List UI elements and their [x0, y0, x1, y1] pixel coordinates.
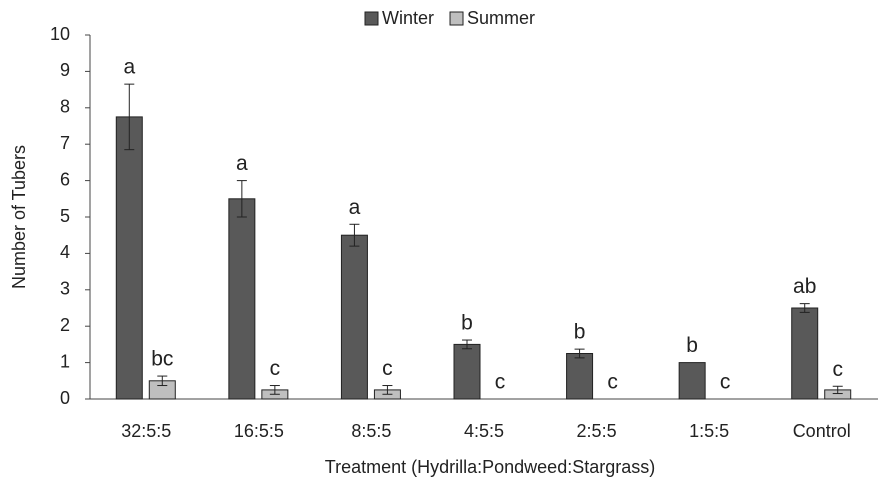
legend-label: Summer — [467, 8, 535, 28]
significance-letter: a — [349, 196, 361, 219]
y-tick-label: 5 — [60, 206, 70, 226]
significance-letter: a — [123, 56, 135, 79]
bar — [678, 362, 706, 400]
y-tick-label: 10 — [50, 24, 70, 44]
bar — [791, 307, 819, 400]
x-tick-label: 2:5:5 — [577, 421, 617, 441]
significance-letter: c — [720, 371, 731, 394]
significance-letter: b — [574, 321, 586, 344]
bar — [340, 234, 368, 400]
y-tick-label: 6 — [60, 169, 70, 189]
y-tick-label: 4 — [60, 242, 70, 262]
legend-swatch — [364, 11, 379, 26]
significance-letter: c — [270, 357, 281, 380]
y-tick-label: 7 — [60, 133, 70, 153]
y-axis-label: Number of Tubers — [9, 145, 29, 289]
y-tick-label: 2 — [60, 315, 70, 335]
bar — [115, 116, 143, 400]
x-tick-label: Control — [793, 421, 851, 441]
legend-label: Winter — [382, 8, 434, 28]
significance-letter: c — [382, 357, 393, 380]
y-tick-label: 9 — [60, 60, 70, 80]
legend-swatch — [449, 11, 464, 26]
x-tick-label: 32:5:5 — [121, 421, 171, 441]
significance-letter: b — [461, 312, 473, 335]
y-tick-label: 3 — [60, 279, 70, 299]
bar — [228, 198, 256, 400]
significance-letter: c — [495, 371, 506, 394]
y-tick-label: 0 — [60, 388, 70, 408]
bar — [453, 343, 481, 400]
significance-letter: c — [607, 371, 618, 394]
significance-letter: ab — [793, 275, 816, 298]
x-tick-label: 1:5:5 — [689, 421, 729, 441]
significance-letter: bc — [151, 348, 173, 371]
x-axis-label: Treatment (Hydrilla:Pondweed:Stargrass) — [325, 457, 655, 477]
y-tick-label: 8 — [60, 97, 70, 117]
significance-letter: a — [236, 152, 248, 175]
y-tick-label: 1 — [60, 351, 70, 371]
significance-letter: c — [832, 358, 843, 381]
x-tick-label: 4:5:5 — [464, 421, 504, 441]
bar — [566, 353, 594, 400]
significance-letter: b — [686, 334, 698, 357]
x-tick-label: 8:5:5 — [351, 421, 391, 441]
x-tick-label: 16:5:5 — [234, 421, 284, 441]
